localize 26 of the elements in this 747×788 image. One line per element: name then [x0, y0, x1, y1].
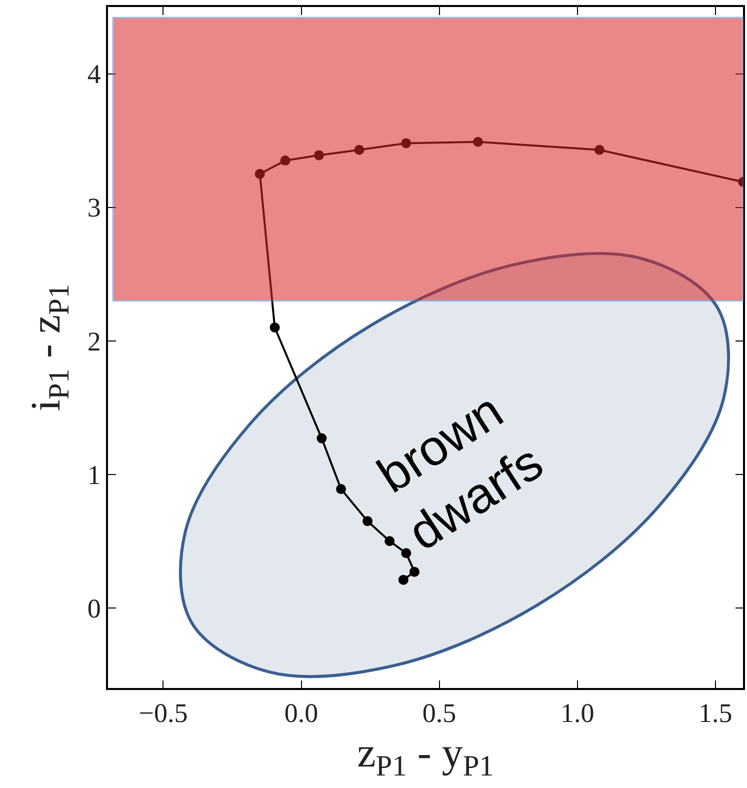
point [594, 144, 604, 155]
point [280, 156, 290, 166]
x-tick-label: −0.5 [138, 698, 188, 728]
y-tick-label: 4 [87, 59, 102, 90]
point [354, 144, 364, 155]
point [314, 150, 324, 160]
x-tick-label: 0.5 [422, 698, 456, 728]
point [409, 566, 420, 577]
y-tick-label: 0 [87, 593, 101, 624]
point [401, 548, 412, 558]
point [398, 574, 408, 585]
point [270, 322, 280, 332]
point [384, 536, 395, 546]
point [472, 136, 483, 147]
point [336, 484, 346, 494]
point [362, 516, 373, 526]
x-tick-label: 1.0 [560, 698, 594, 728]
y-tick-label: 2 [87, 326, 101, 356]
x-axis-title: z$_{P1}$ - y$_{P1}$ [357, 730, 494, 782]
x-tick-label: 1.5 [698, 698, 732, 728]
y-tick-label: 1 [87, 460, 101, 490]
y-tick-label: 3 [87, 192, 101, 223]
x-tick-label: 0.0 [284, 698, 318, 728]
point [401, 138, 412, 148]
point [254, 168, 265, 179]
point [316, 433, 327, 444]
